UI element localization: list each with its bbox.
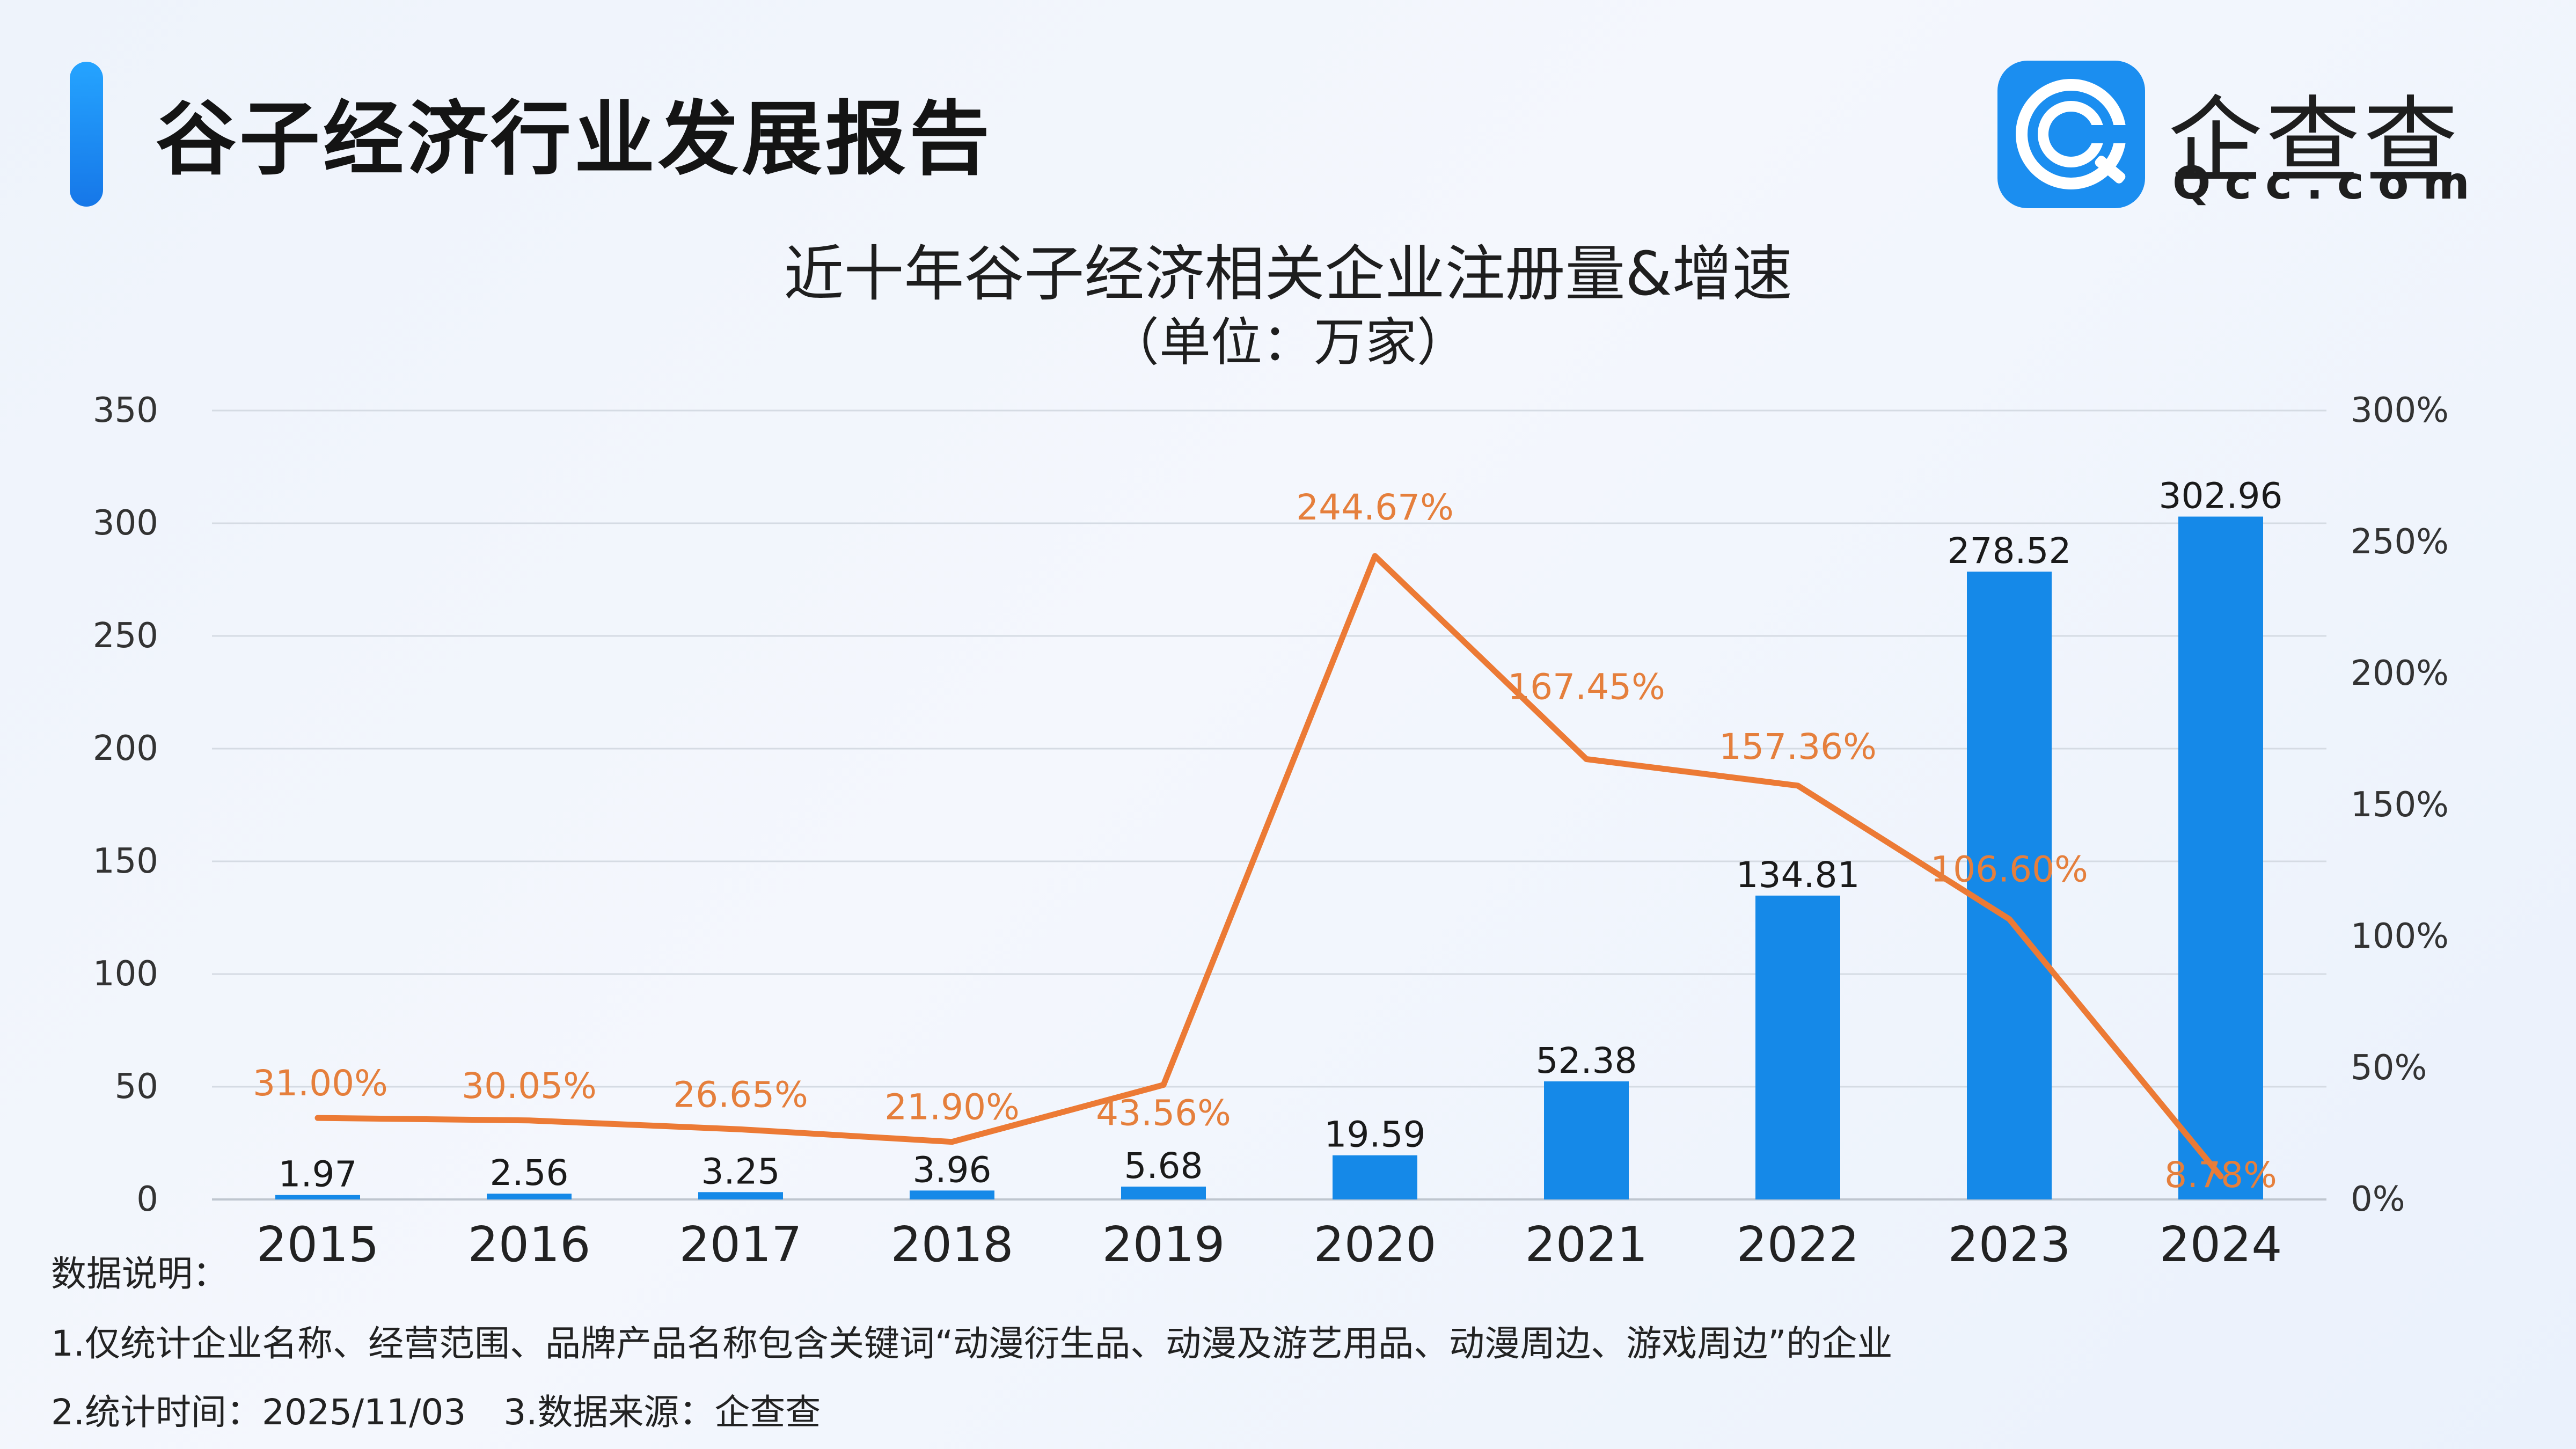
growth-value-label: 167.45%	[1507, 666, 1665, 707]
logo-url: Qcc.com	[2172, 157, 2484, 209]
x-tick-label: 2019	[1102, 1217, 1225, 1273]
bar	[1967, 572, 2052, 1199]
y-right-tick-label: 200%	[2351, 654, 2449, 693]
note-keywords: 1.仅统计企业名称、经营范围、品牌产品名称包含关键词“动漫衍生品、动漫及游艺用品…	[51, 1323, 1893, 1364]
growth-line	[314, 553, 2224, 1180]
y-left-tick-label: 350	[93, 391, 158, 430]
report-title: 谷子经济行业发展报告	[156, 93, 993, 186]
growth-value-label: 26.65%	[673, 1074, 808, 1115]
bar-value-label: 134.81	[1736, 854, 1860, 896]
bar-value-label: 52.38	[1536, 1040, 1637, 1081]
note-data-source: 3.数据来源：企查查	[503, 1392, 821, 1433]
y-left-tick-label: 150	[93, 841, 158, 881]
x-tick-label: 2018	[890, 1217, 1013, 1273]
x-tick-label: 2024	[2159, 1217, 2282, 1273]
x-tick-label: 2021	[1525, 1217, 1648, 1273]
y-left-tick-label: 100	[93, 954, 158, 994]
title-accent-bar	[70, 62, 103, 207]
y-left-tick-label: 0	[136, 1180, 158, 1219]
x-tick-label: 2017	[679, 1217, 802, 1273]
growth-value-label: 43.56%	[1096, 1093, 1231, 1134]
growth-value-label: 244.67%	[1296, 487, 1454, 528]
bar-value-label: 2.56	[490, 1152, 569, 1194]
bar-value-label: 1.97	[279, 1154, 357, 1195]
y-left-tick-label: 200	[93, 729, 158, 769]
growth-value-label: 21.90%	[884, 1087, 1020, 1128]
bar-value-label: 3.96	[913, 1149, 992, 1190]
y-right-tick-label: 250%	[2351, 522, 2449, 562]
bar	[910, 1190, 994, 1199]
y-right-tick-label: 50%	[2351, 1048, 2427, 1088]
y-right-tick-label: 100%	[2351, 917, 2449, 956]
growth-value-label: 30.05%	[462, 1065, 597, 1107]
y-left-tick-label: 300	[93, 503, 158, 543]
growth-value-label: 106.60%	[1930, 849, 2088, 890]
y-left-tick-label: 250	[93, 616, 158, 656]
bar-value-label: 5.68	[1124, 1145, 1203, 1187]
chart-title: 近十年谷子经济相关企业注册量&增速	[784, 239, 1792, 309]
note-time-source: 2.统计时间：2025/11/03 3.数据来源：企查查	[51, 1384, 821, 1435]
qcc-logo-icon	[1997, 61, 2145, 208]
y-right-tick-label: 0%	[2351, 1180, 2405, 1219]
y-left-tick-label: 50	[115, 1067, 158, 1107]
bar-value-label: 19.59	[1324, 1114, 1426, 1155]
bar-value-label: 278.52	[1948, 530, 2072, 572]
bar	[275, 1195, 360, 1199]
bar	[1333, 1155, 1417, 1199]
x-tick-label: 2023	[1948, 1217, 2070, 1273]
growth-value-label: 157.36%	[1719, 726, 1877, 767]
bar	[2178, 516, 2263, 1199]
logo-text: 企查查	[2168, 86, 2462, 196]
chart-subtitle: （单位：万家）	[1108, 312, 1468, 372]
bar	[1755, 895, 1840, 1199]
x-tick-label: 2015	[256, 1217, 379, 1273]
bar	[1121, 1187, 1206, 1199]
y-right-tick-label: 300%	[2351, 391, 2449, 430]
note-stat-time: 2.统计时间：2025/11/03	[51, 1392, 466, 1433]
bar	[487, 1194, 572, 1199]
bar	[698, 1192, 783, 1199]
bar-value-label: 3.25	[701, 1151, 780, 1192]
notes-title: 数据说明：	[51, 1253, 228, 1294]
x-tick-label: 2016	[467, 1217, 590, 1273]
bar-value-label: 302.96	[2159, 475, 2283, 517]
growth-value-label: 31.00%	[253, 1063, 388, 1104]
x-tick-label: 2022	[1736, 1217, 1859, 1273]
growth-value-label: 8.78%	[2164, 1154, 2277, 1196]
bar	[1544, 1081, 1629, 1199]
x-tick-label: 2020	[1313, 1217, 1436, 1273]
y-right-tick-label: 150%	[2351, 785, 2449, 825]
